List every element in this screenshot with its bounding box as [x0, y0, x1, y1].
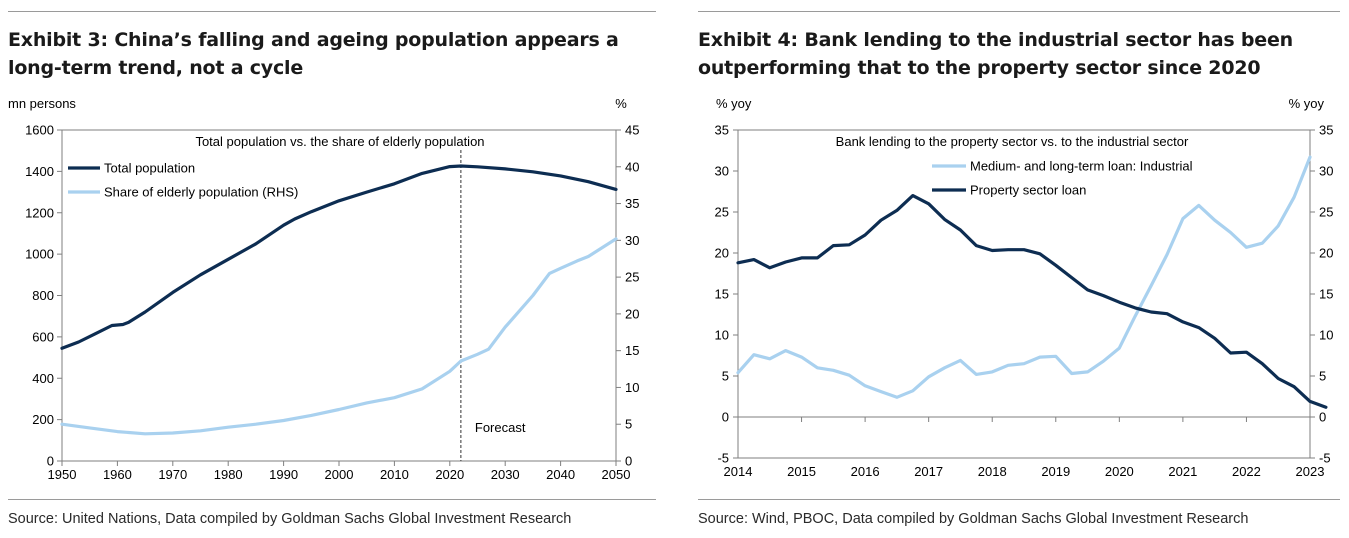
y2-tick-label: 25 [625, 270, 639, 285]
legend-label: Total population [104, 161, 195, 176]
y-axis-label: mn persons [8, 96, 76, 111]
x-tick-label: 2023 [1296, 464, 1325, 479]
y-tick-label: 1000 [25, 247, 54, 262]
x-tick-label: 1950 [48, 467, 77, 482]
elderly-share-line [60, 237, 618, 436]
property-loan-line [736, 194, 1328, 409]
x-tick-label: 2050 [602, 467, 631, 482]
y-tick-label: -5 [717, 451, 729, 466]
forecast-annotation: Forecast [475, 420, 526, 435]
x-tick-label: 2014 [724, 464, 753, 479]
y-tick-label: 800 [32, 288, 54, 303]
y-tick-label: 1200 [25, 205, 54, 220]
x-tick-label: 2020 [435, 467, 464, 482]
y2-tick-label: 30 [1319, 164, 1333, 179]
x-tick-label: 2021 [1168, 464, 1197, 479]
exhibit-3-panel: Exhibit 3: China’s falling and ageing po… [8, 0, 656, 538]
bottom-divider [8, 499, 656, 500]
exhibit-3-chart: 0 200 400 600 800 1000 1200 1400 1600 0 5 10 15 20 25 3… [8, 96, 639, 482]
top-divider [698, 11, 1340, 12]
x-tick-label: 1960 [103, 467, 132, 482]
y2-tick-label: 20 [1319, 246, 1333, 261]
y-tick-label: 25 [715, 205, 729, 220]
y2-tick-label: -5 [1319, 451, 1331, 466]
y-tick-label: 1600 [25, 123, 54, 138]
plot-frame [737, 129, 1311, 459]
y2-tick-label: 30 [625, 233, 639, 248]
y2-tick-label: 15 [1319, 287, 1333, 302]
industrial-loan-line [736, 155, 1312, 399]
y-tick-label: 5 [722, 369, 729, 384]
y2-tick-label: 5 [1319, 369, 1326, 384]
y2-tick-label: 20 [625, 306, 639, 321]
x-tick-label: 2017 [914, 464, 943, 479]
y2-tick-label: 15 [625, 343, 639, 358]
y2-tick-label: 40 [625, 159, 639, 174]
y2-tick-label: 5 [625, 417, 632, 432]
legend-label: Share of elderly population (RHS) [104, 185, 298, 200]
y2-tick-label: 10 [1319, 328, 1333, 343]
x-tick-label: 2015 [787, 464, 816, 479]
y2-tick-label: 25 [1319, 205, 1333, 220]
exhibit-4-title: Exhibit 4: Bank lending to the industria… [698, 29, 1293, 79]
x-tick-label: 2022 [1232, 464, 1261, 479]
bottom-divider [698, 499, 1340, 500]
y-tick-label: 35 [715, 123, 729, 138]
x-tick-label: 2000 [325, 467, 354, 482]
exhibit-4-source: Source: Wind, PBOC, Data compiled by Gol… [698, 511, 1249, 527]
y-tick-label: 10 [715, 328, 729, 343]
x-tick-label: 2019 [1041, 464, 1070, 479]
exhibit-3-source: Source: United Nations, Data compiled by… [8, 511, 572, 527]
x-tick-label: 2030 [491, 467, 520, 482]
y-tick-label: 15 [715, 287, 729, 302]
x-tick-label: 2020 [1105, 464, 1134, 479]
legend-label: Medium- and long-term loan: Industrial [970, 159, 1193, 174]
top-divider [8, 11, 656, 12]
y2-tick-label: 10 [625, 380, 639, 395]
y2-tick-label: 45 [625, 123, 639, 138]
x-tick-label: 2016 [851, 464, 880, 479]
y-tick-label: 0 [722, 410, 729, 425]
y-tick-label: 1400 [25, 164, 54, 179]
y-tick-label: 200 [32, 412, 54, 427]
x-tick-label: 2040 [546, 467, 575, 482]
y2-axis-label: % [615, 96, 627, 111]
total-population-line [60, 164, 618, 350]
x-tick-label: 1970 [158, 467, 187, 482]
exhibit-4-panel: Exhibit 4: Bank lending to the industria… [698, 0, 1340, 538]
exhibit-3-title: Exhibit 3: China’s falling and ageing po… [8, 29, 619, 79]
x-tick-label: 1990 [269, 467, 298, 482]
y2-axis-label: % yoy [1289, 96, 1325, 111]
y2-tick-label: 35 [625, 196, 639, 211]
y2-tick-label: 0 [625, 454, 632, 469]
x-tick-label: 2010 [380, 467, 409, 482]
y2-tick-label: 35 [1319, 123, 1333, 138]
y-axis-label: % yoy [716, 96, 752, 111]
y-tick-label: 400 [32, 371, 54, 386]
chart-title: Total population vs. the share of elderl… [195, 134, 484, 149]
x-tick-label: 1980 [214, 467, 243, 482]
chart-title: Bank lending to the property sector vs. … [836, 134, 1189, 149]
y-tick-label: 20 [715, 246, 729, 261]
x-tick-label: 2018 [978, 464, 1007, 479]
y-tick-label: 30 [715, 164, 729, 179]
y2-tick-label: 0 [1319, 410, 1326, 425]
y-tick-label: 600 [32, 329, 54, 344]
y-tick-label: 0 [47, 454, 54, 469]
legend-label: Property sector loan [970, 183, 1086, 198]
